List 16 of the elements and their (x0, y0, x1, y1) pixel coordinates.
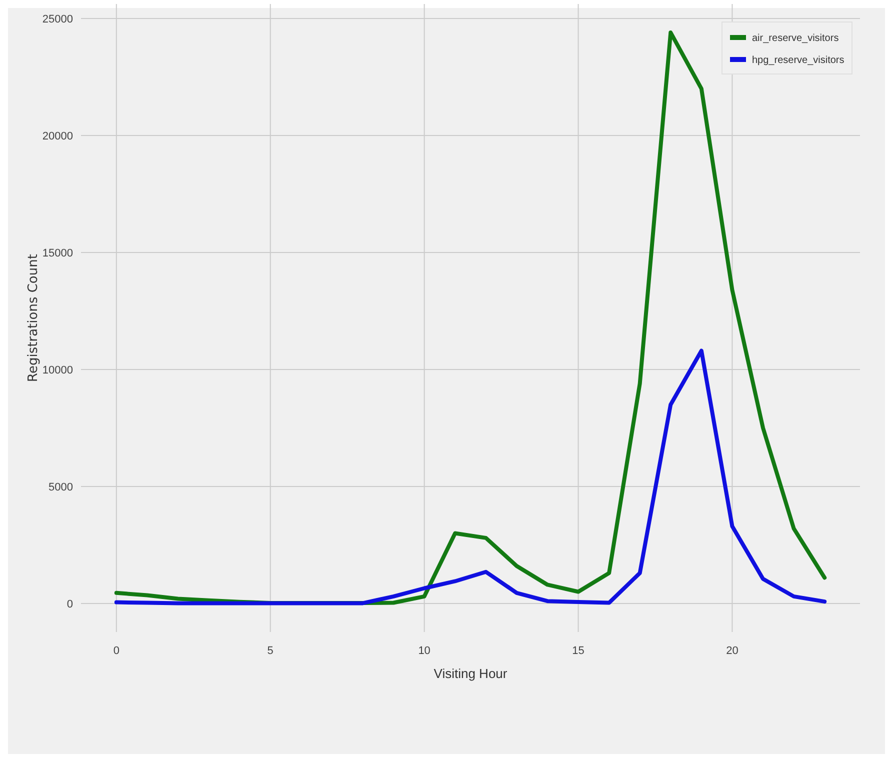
x-tick-label: 0 (113, 645, 120, 657)
legend-label: air_reserve_visitors (752, 33, 839, 44)
x-tick-label: 15 (572, 645, 584, 657)
x-tick-label: 20 (726, 645, 738, 657)
x-tick-label: 10 (418, 645, 430, 657)
y-tick-label: 10000 (42, 364, 73, 376)
y-tick-label: 25000 (42, 14, 73, 26)
legend-label: hpg_reserve_visitors (752, 55, 844, 66)
y-tick-label: 15000 (42, 247, 73, 260)
line-series (114, 348, 827, 606)
x-tick-label: 5 (267, 645, 274, 657)
y-tick-label: 20000 (42, 130, 73, 142)
x-axis-title: Visiting Hour (434, 666, 508, 681)
y-tick-label: 5000 (48, 481, 73, 494)
y-tick-label: 0 (66, 598, 73, 610)
y-axis-title: Registrations Count (26, 254, 41, 382)
